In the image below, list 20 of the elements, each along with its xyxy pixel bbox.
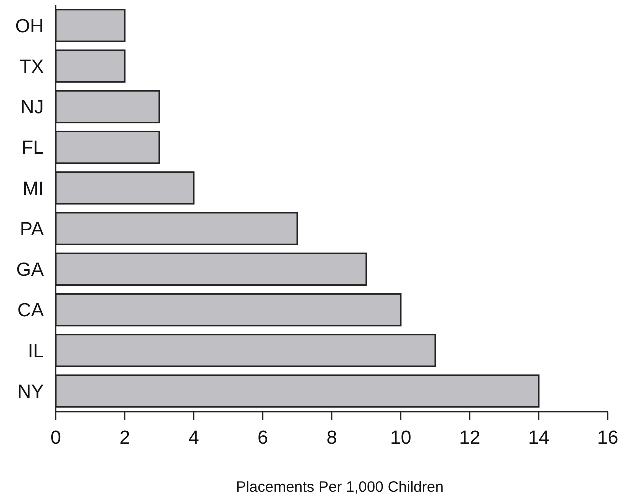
x-tick-label: 0 [50,428,62,449]
y-tick-label: PA [20,219,44,240]
x-tick-label: 12 [459,428,481,449]
y-tick-label: CA [18,300,44,322]
y-tick-label: OH [16,16,44,38]
x-tick-label: 16 [597,428,619,449]
y-tick-label: GA [16,260,44,282]
x-tick-label: 14 [528,428,550,449]
x-tick-label: 10 [390,428,412,449]
x-tick-label: 4 [188,428,200,449]
y-tick-label: NY [18,382,44,403]
x-tick-label: 6 [258,428,268,449]
x-axis-title: Placements Per 1,000 Children [236,479,444,496]
y-tick-label: TX [20,56,44,78]
y-tick-label: FL [22,138,44,160]
y-tick-label: IL [28,341,44,362]
x-tick-label: 2 [120,428,130,449]
y-tick-label: NJ [20,98,44,119]
y-tick-label: MI [22,178,44,200]
x-tick-label: 8 [326,428,338,449]
